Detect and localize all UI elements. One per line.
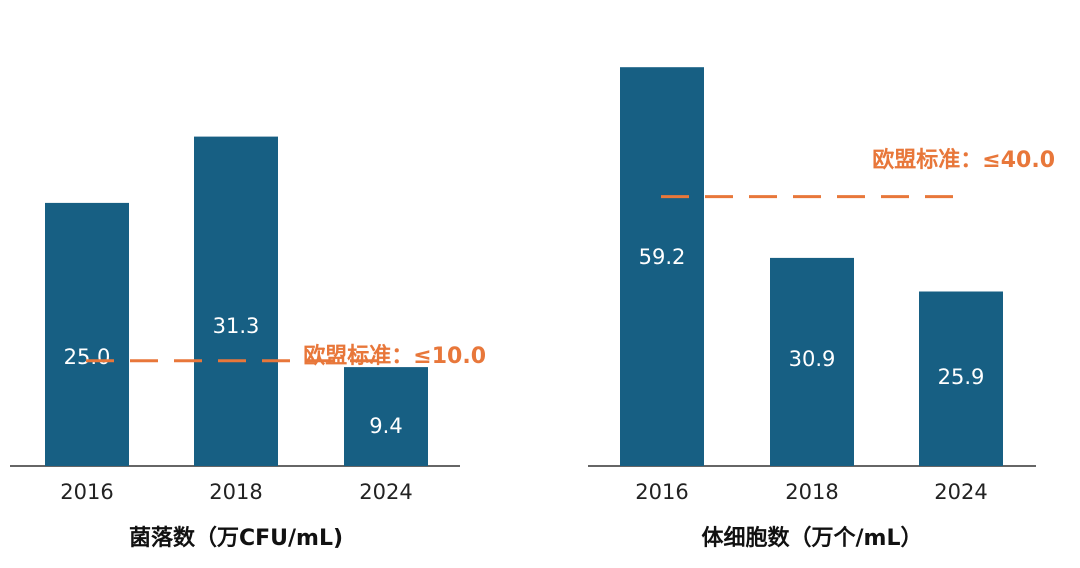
eu-standard-label: 欧盟标准：≤10.0 bbox=[303, 343, 486, 369]
bar-2018 bbox=[770, 257, 854, 466]
x-tick-2024: 2024 bbox=[934, 480, 987, 504]
data-label-2018: 31.3 bbox=[213, 314, 260, 338]
x-axis-title: 菌落数（万CFU/mL) bbox=[129, 525, 343, 551]
x-tick-2018: 2018 bbox=[209, 480, 262, 504]
chart-colony-count: 25.0 31.3 9.4 欧盟标准：≤10.0 2016 2018 2024 … bbox=[10, 136, 486, 551]
bar-2018 bbox=[194, 136, 278, 466]
x-tick-2016: 2016 bbox=[635, 480, 688, 504]
eu-standard-label: 欧盟标准：≤40.0 bbox=[872, 147, 1055, 173]
bar-2024 bbox=[344, 367, 428, 466]
data-label-2018: 30.9 bbox=[789, 347, 836, 371]
x-tick-2024: 2024 bbox=[359, 480, 412, 504]
x-tick-2016: 2016 bbox=[60, 480, 113, 504]
x-axis-title: 体细胞数（万个/mL） bbox=[702, 525, 923, 551]
chart-somatic-cell-count: 59.2 30.9 25.9 欧盟标准：≤40.0 2016 2018 2024… bbox=[588, 67, 1055, 551]
bar-2016 bbox=[620, 67, 704, 466]
data-label-2016: 59.2 bbox=[639, 245, 686, 269]
data-label-2016: 25.0 bbox=[64, 345, 111, 369]
bar-2016 bbox=[45, 202, 129, 466]
x-tick-2018: 2018 bbox=[785, 480, 838, 504]
bar-2024 bbox=[919, 291, 1003, 466]
data-label-2024: 25.9 bbox=[938, 365, 985, 389]
data-label-2024: 9.4 bbox=[369, 414, 402, 438]
